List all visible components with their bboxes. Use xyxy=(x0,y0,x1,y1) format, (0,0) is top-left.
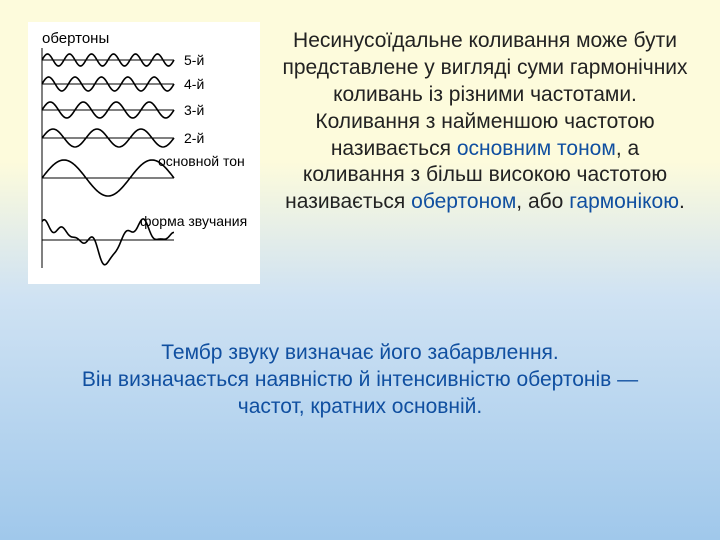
overtone-diagram-svg: обертоны 5-й 4-й 3-й 2-й основной тон форма зв… xyxy=(34,28,256,280)
bottom-line-2: Він визначається наявністю й інтенсивніс… xyxy=(82,368,638,418)
top-row: обертоны 5-й 4-й 3-й 2-й основной тон форма зв… xyxy=(28,22,692,284)
svg-text:2-й: 2-й xyxy=(184,130,204,146)
svg-text:обертоны: обертоны xyxy=(42,30,109,47)
term-overtone: обертоном xyxy=(411,190,516,213)
overtone-diagram: обертоны 5-й 4-й 3-й 2-й основной тон форма зв… xyxy=(28,22,260,284)
para-text-3: , або xyxy=(516,190,569,213)
term-harmonic: гармонікою xyxy=(569,190,679,213)
svg-text:основной тон: основной тон xyxy=(158,153,245,169)
main-paragraph: Несинусоїдальне коливання може бути пред… xyxy=(278,22,692,216)
svg-text:4-й: 4-й xyxy=(184,76,204,92)
bottom-line-1: Тембр звуку визначає його забарвлення. xyxy=(161,341,559,364)
slide: обертоны 5-й 4-й 3-й 2-й основной тон форма зв… xyxy=(0,0,720,540)
svg-text:5-й: 5-й xyxy=(184,52,204,68)
svg-text:форма звучания: форма звучания xyxy=(140,213,247,229)
bottom-paragraph: Тембр звуку визначає його забарвлення. В… xyxy=(28,340,692,421)
term-fundamental: основним тоном xyxy=(457,137,616,160)
para-text-4: . xyxy=(679,190,685,213)
svg-text:3-й: 3-й xyxy=(184,102,204,118)
